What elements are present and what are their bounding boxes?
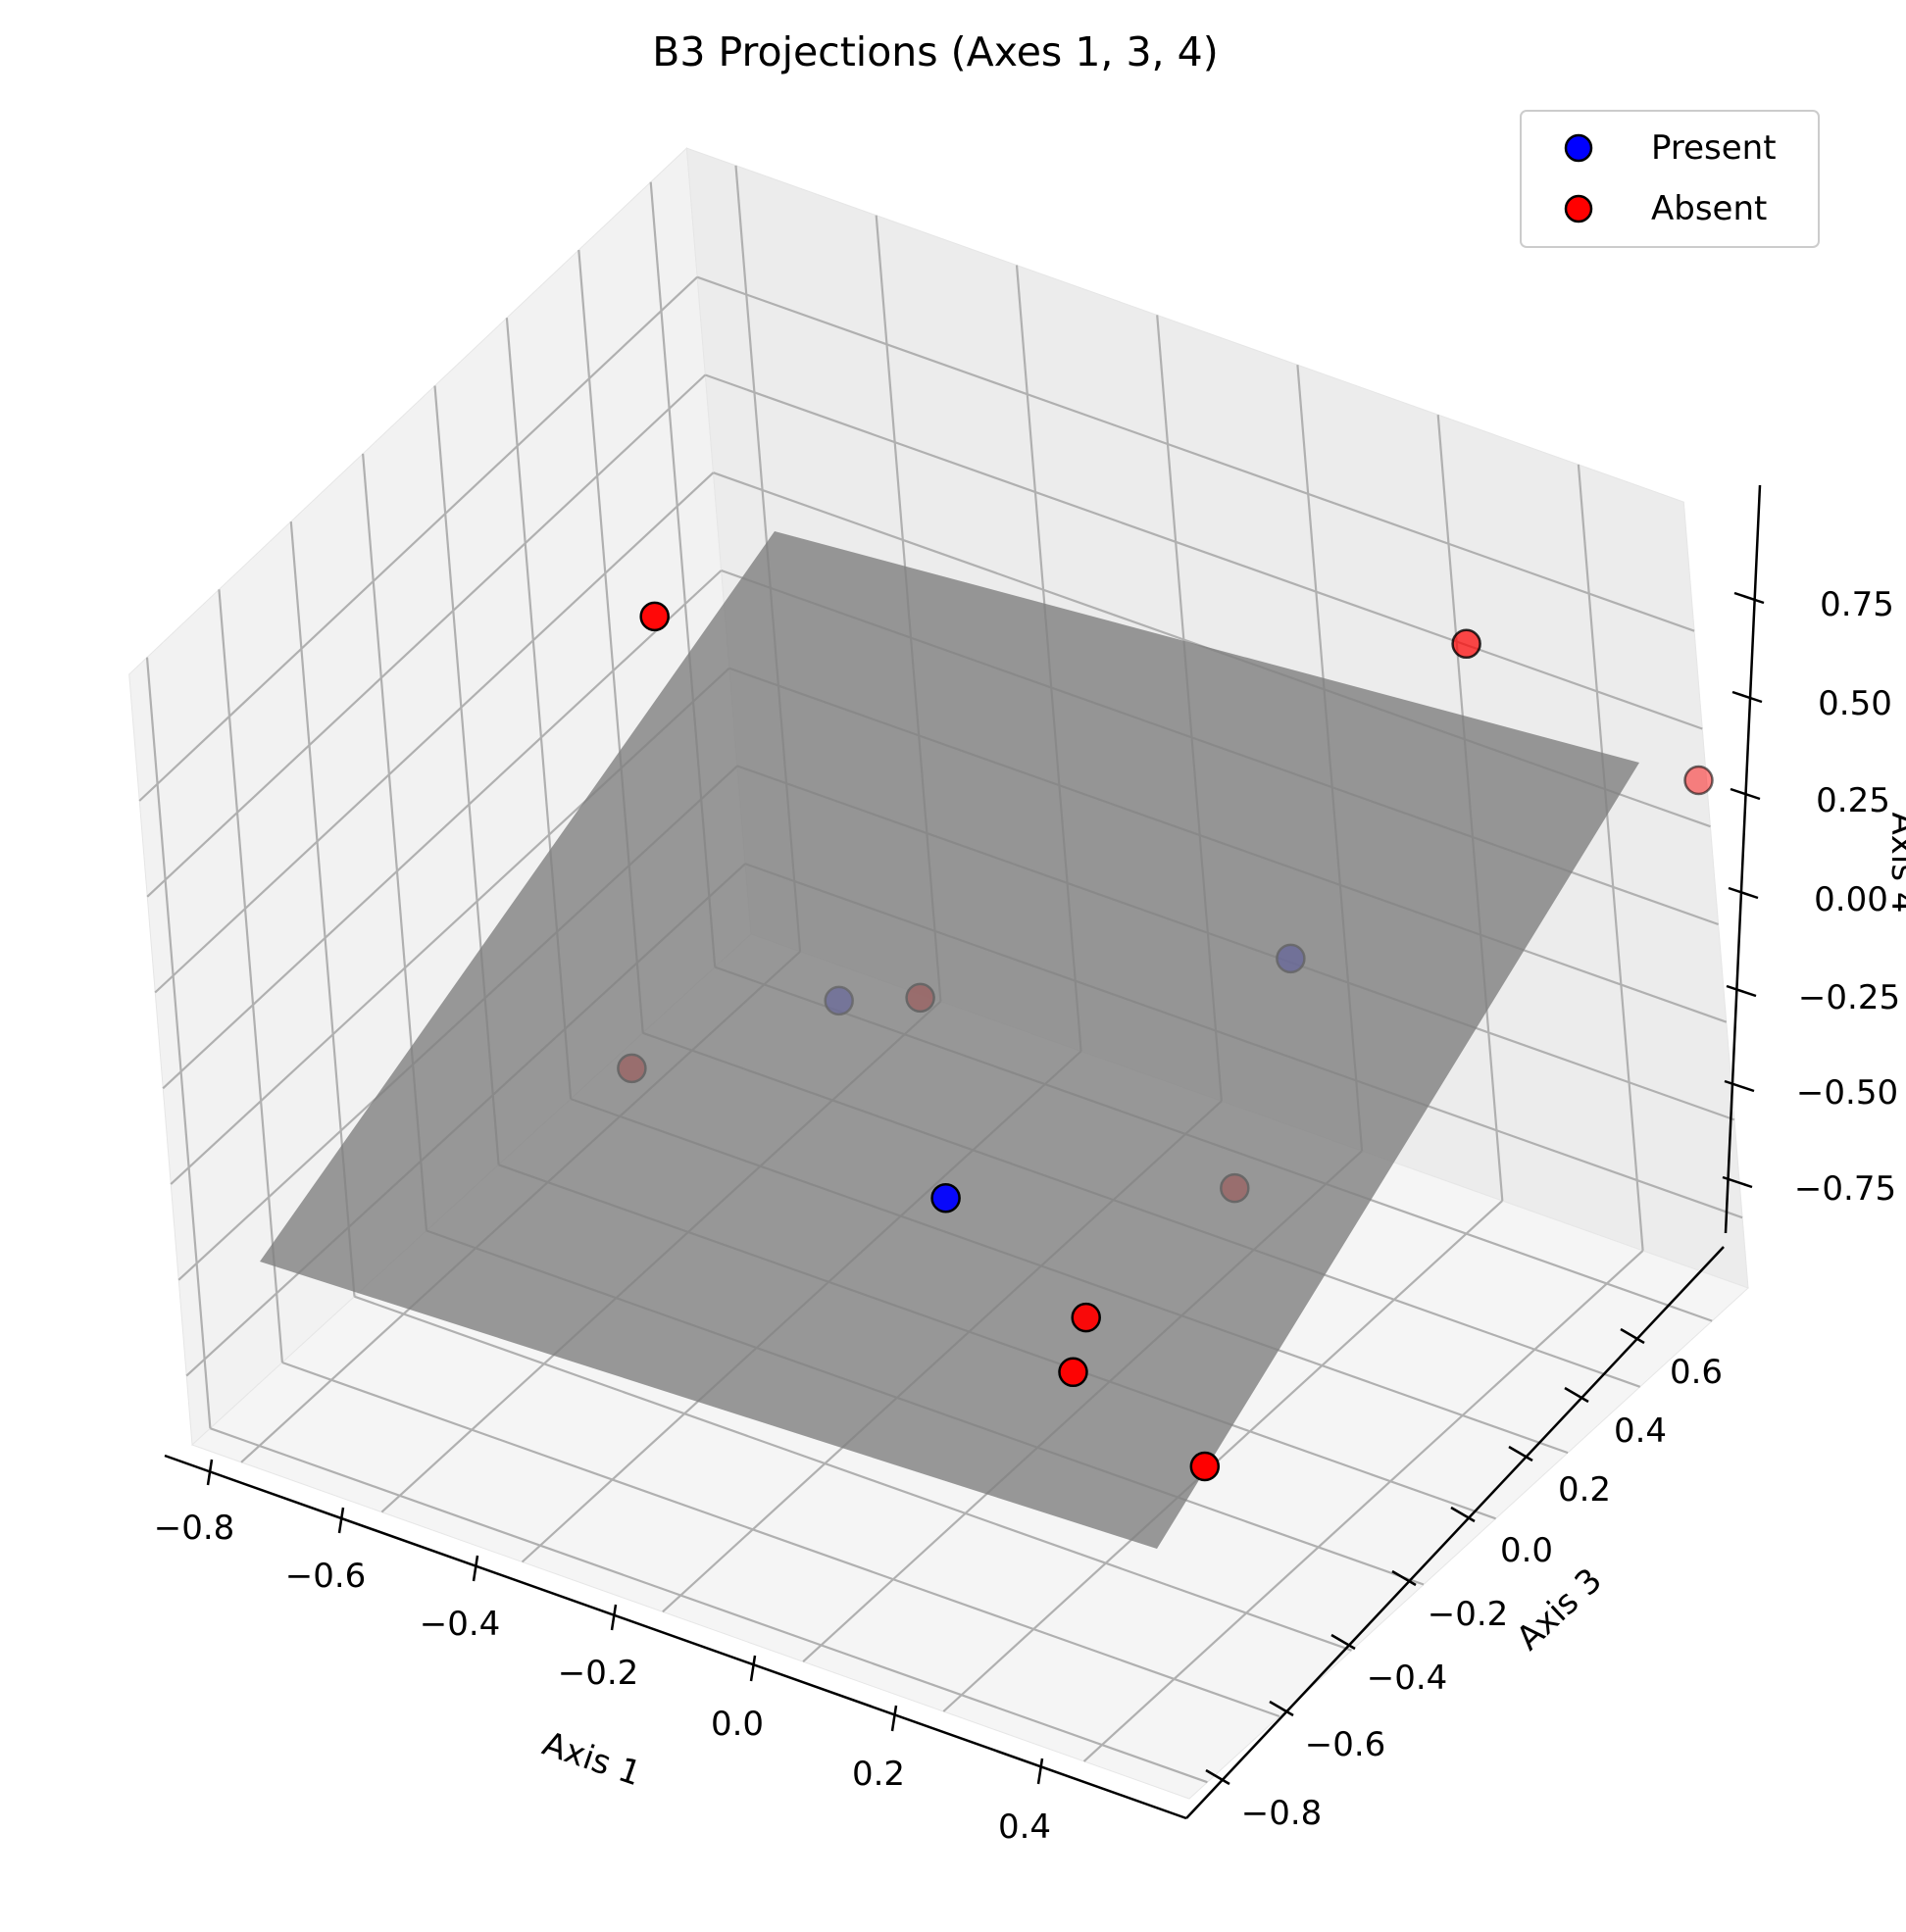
y-axis-line xyxy=(1185,1246,1725,1819)
grid-line-z-back xyxy=(704,373,1703,730)
grid-line-z-left xyxy=(138,275,698,802)
x-tick-label: 0.2 xyxy=(852,1755,905,1794)
grid-line-y-floor xyxy=(354,1295,1352,1652)
chart-title: B3 Projections (Axes 1, 3, 4) xyxy=(652,28,1218,75)
data-point-absent xyxy=(1071,1302,1101,1333)
x-tick xyxy=(749,1655,757,1682)
grid-line-y-floor xyxy=(210,1427,1208,1784)
z-tick xyxy=(1730,787,1761,801)
tick-marks xyxy=(206,591,1765,1786)
y-tick xyxy=(1391,1569,1417,1587)
x-axis-label: Axis 1 xyxy=(537,1724,645,1794)
z-tick xyxy=(1724,1079,1755,1093)
data-point-absent xyxy=(639,601,670,632)
grid-line-x-floor xyxy=(1082,1250,1644,1762)
x-tick xyxy=(1036,1758,1044,1785)
y-tick xyxy=(1450,1506,1476,1523)
grid-line-x-floor xyxy=(942,1200,1504,1712)
x-tick xyxy=(337,1507,345,1534)
grid-line-z-left xyxy=(146,373,707,898)
z-tick-label: 0.75 xyxy=(1820,585,1894,624)
z-tick-label: 0.00 xyxy=(1814,880,1888,919)
y-tick-label: −0.4 xyxy=(1367,1659,1448,1698)
data-point-absent xyxy=(1058,1357,1088,1388)
x-tick-label: −0.6 xyxy=(285,1557,367,1596)
grid-line-y-left xyxy=(145,657,212,1429)
grid-line-x-back xyxy=(1577,464,1644,1251)
regression-plane xyxy=(260,531,1639,1549)
z-axis-line xyxy=(1724,484,1762,1234)
legend-marker-absent xyxy=(1564,194,1593,223)
y-tick xyxy=(1205,1768,1230,1786)
y-tick-label: 0.0 xyxy=(1500,1531,1553,1570)
y-tick xyxy=(1330,1633,1356,1651)
axis-lines xyxy=(164,484,1762,1820)
x-tick xyxy=(610,1604,618,1631)
z-tick-label: −0.25 xyxy=(1798,978,1900,1017)
grid-line-z-back xyxy=(696,275,1695,632)
legend-box xyxy=(1520,110,1820,248)
x-tick-label: −0.4 xyxy=(420,1605,501,1644)
z-tick-label: 0.50 xyxy=(1818,684,1892,723)
grid-line-z-left xyxy=(162,570,723,1090)
data-point-present xyxy=(930,1182,961,1214)
grid-line-y-left xyxy=(218,589,283,1363)
x-tick xyxy=(206,1459,214,1486)
data-point-absent xyxy=(1683,765,1714,796)
y-tick xyxy=(1269,1700,1294,1717)
legend-label-absent: Absent xyxy=(1651,189,1767,228)
z-tick-label: −0.50 xyxy=(1796,1073,1898,1113)
grid-line-y-floor xyxy=(281,1361,1280,1718)
legend-marker-present xyxy=(1564,133,1593,163)
data-point-absent xyxy=(1189,1451,1221,1482)
z-tick-label: 0.25 xyxy=(1816,781,1890,820)
z-tick xyxy=(1728,886,1759,900)
y-tick xyxy=(1508,1445,1533,1462)
z-tick xyxy=(1733,591,1765,605)
data-point-absent xyxy=(1451,628,1481,660)
z-tick xyxy=(1726,984,1757,998)
legend-label-present: Present xyxy=(1651,128,1777,168)
x-axis-line xyxy=(164,1454,1187,1820)
y-tick-label: 0.4 xyxy=(1614,1412,1667,1451)
y-tick-label: −0.2 xyxy=(1428,1595,1509,1634)
z-tick-label: −0.75 xyxy=(1794,1169,1896,1209)
grid-line-z-left xyxy=(154,471,715,994)
y-tick-label: 0.2 xyxy=(1558,1470,1611,1510)
tick-labels: −0.8−0.6−0.4−0.20.00.20.4 −0.8−0.6−0.4−0.… xyxy=(154,585,1900,1847)
legend: Present Absent xyxy=(1520,110,1820,248)
x-tick xyxy=(890,1705,898,1732)
x-tick-label: 0.4 xyxy=(998,1808,1051,1847)
y-tick xyxy=(1564,1386,1589,1404)
x-tick-label: 0.0 xyxy=(711,1705,764,1744)
y-axis-label: Axis 3 xyxy=(1509,1560,1610,1658)
y-tick-label: −0.8 xyxy=(1241,1794,1323,1833)
z-tick xyxy=(1731,690,1763,704)
y-tick xyxy=(1620,1327,1645,1345)
front-points-layer xyxy=(639,601,1221,1482)
y-tick-label: −0.6 xyxy=(1305,1725,1386,1764)
z-axis-label: Axis 4 xyxy=(1883,813,1906,914)
y-tick-label: 0.6 xyxy=(1670,1353,1723,1392)
x-tick xyxy=(472,1555,479,1582)
x-tick-label: −0.2 xyxy=(558,1654,639,1693)
z-tick xyxy=(1722,1175,1753,1189)
x-tick-label: −0.8 xyxy=(154,1509,235,1548)
